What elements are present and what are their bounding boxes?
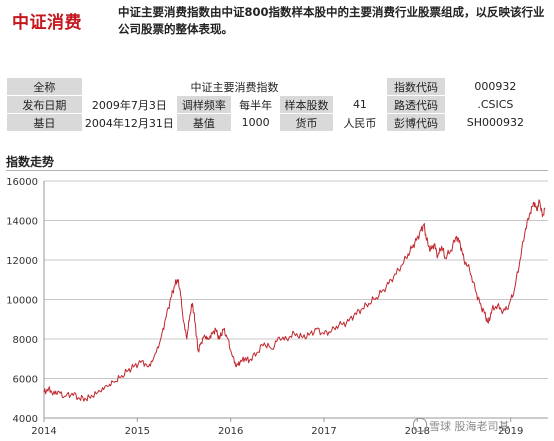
y-tick-label: 4000 [13, 414, 38, 425]
y-tick-label: 8000 [13, 335, 38, 346]
reuters-code-value: .CSICS [444, 95, 547, 114]
x-tick-label: 2019 [498, 426, 523, 437]
y-tick-label: 14000 [6, 217, 38, 228]
rebalance-freq-value: 每半年 [230, 95, 281, 114]
info-row-base: 基日 2004年12月31日 基值 1000 货币 人民币 彭博代码 SH000… [6, 113, 547, 132]
y-tick-label: 6000 [13, 375, 38, 386]
page-title: 中证消费 [12, 13, 82, 33]
index-code-label: 指数代码 [386, 77, 446, 96]
fullname-value: 中证主要消费指数 [81, 77, 388, 96]
release-date-label: 发布日期 [6, 95, 83, 114]
bloomberg-code-value: SH000932 [444, 113, 547, 132]
x-tick-label: 2014 [31, 426, 56, 437]
bloomberg-code-label: 彭博代码 [386, 113, 446, 132]
base-value-label: 基值 [175, 113, 232, 132]
section-divider [6, 170, 548, 171]
y-tick-label: 16000 [6, 177, 38, 188]
index-description: 中证主要消费指数由中证800指数样本股中的主要消费行业股票组成，以反映该行业公司… [118, 5, 545, 36]
watermark: 雪球 股海老司基 [413, 418, 510, 434]
index-code-value: 000932 [444, 77, 547, 96]
sample-count-label: 样本股数 [279, 95, 334, 114]
base-date-label: 基日 [6, 113, 83, 132]
info-row-fullname: 全称 中证主要消费指数 指数代码 000932 [6, 77, 547, 96]
info-row-release: 发布日期 2009年7月3日 调样频率 每半年 样本股数 41 路透代码 .CS… [6, 95, 547, 114]
y-tick-label: 12000 [6, 256, 38, 267]
index-info-table: 全称 中证主要消费指数 指数代码 000932 发布日期 2009年7月3日 调… [6, 77, 547, 132]
currency-value: 人民币 [332, 113, 388, 132]
series-line [43, 199, 546, 402]
index-trend-chart: 4000 6000 8000 10000 12000 14000 16000 2014 201… [6, 177, 548, 437]
x-tick-label: 2015 [125, 426, 150, 437]
base-value-value: 1000 [230, 113, 281, 132]
chart-grid [43, 180, 548, 419]
chart-series [43, 199, 546, 402]
section-title: 指数走势 [6, 155, 55, 169]
snowball-logo-icon [413, 418, 427, 432]
x-tick-label: 2016 [218, 426, 243, 437]
fullname-label: 全称 [6, 77, 83, 96]
x-tick-label: 2017 [311, 426, 336, 437]
reuters-code-label: 路透代码 [386, 95, 446, 114]
watermark-text: 雪球 股海老司基 [429, 420, 510, 433]
release-date-value: 2009年7月3日 [81, 95, 177, 114]
y-tick-label: 10000 [6, 296, 38, 307]
currency-label: 货币 [279, 113, 334, 132]
rebalance-freq-label: 调样频率 [175, 95, 232, 114]
sample-count-value: 41 [332, 95, 388, 114]
y-axis-ticks: 4000 6000 8000 10000 12000 14000 16000 [6, 177, 38, 425]
base-date-value: 2004年12月31日 [81, 113, 177, 132]
